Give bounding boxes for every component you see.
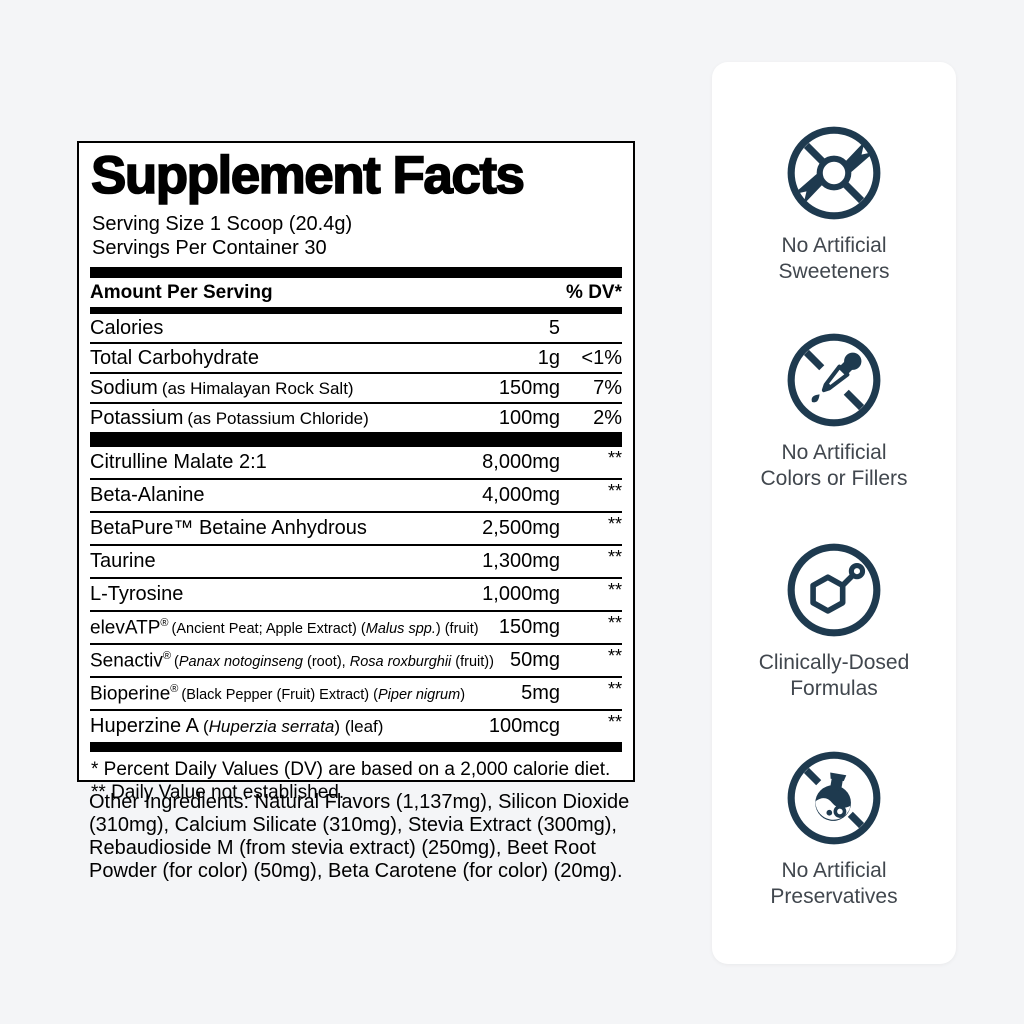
no-artificial-colors-icon	[787, 333, 881, 427]
nutrient-name: Sodium	[90, 376, 158, 399]
footnotes: * Percent Daily Values (DV) are based on…	[90, 752, 622, 804]
nutrient-source: (as Himalayan Rock Salt)	[161, 378, 354, 398]
badge-caption-line: No Artificial	[781, 859, 887, 882]
nutrient-dv: 7%	[593, 376, 622, 399]
ingredient-dv: **	[607, 646, 622, 667]
nutrient-name: Total Carbohydrate	[90, 346, 259, 369]
nutrient-name: Potassium	[90, 406, 184, 429]
table-row: BetaPure™ Betaine Anhydrous 2,500mg **	[90, 513, 622, 547]
not-established-footnote: ** Daily Value not established.	[91, 782, 345, 804]
registered-mark: ®	[170, 682, 179, 695]
ingredient-amount: 150mg	[498, 616, 560, 639]
divider-bar	[90, 307, 622, 315]
nutrient-amount: 100mg	[498, 406, 560, 429]
feature-badges-card: No Artificial Sweeteners No Artificial	[712, 62, 956, 964]
ingredient-name: Beta-Alanine	[90, 484, 205, 507]
table-row: Huperzine A (Huperzia serrata) (leaf) 100…	[90, 711, 622, 742]
percent-dv-header: % DV*	[566, 282, 622, 304]
table-row: Beta-Alanine 4,000mg **	[90, 480, 622, 514]
table-row: elevATP® (Ancient Peat; Apple Extract) (M…	[90, 612, 622, 646]
ingredient-name: elevATP	[90, 617, 161, 639]
ingredient-amount: 100mcg	[488, 715, 560, 738]
supplement-facts-panel: Supplement Facts Serving Size 1 Scoop (2…	[77, 141, 635, 803]
ingredient-name: Citrulline Malate 2:1	[90, 451, 267, 474]
badge-caption-line: No Artificial	[781, 441, 887, 464]
nutrient-name: Calories	[90, 316, 164, 339]
divider-bar	[90, 267, 622, 279]
ingredient-source: (Huperzia serrata) (leaf)	[202, 717, 384, 737]
badge-no-artificial-sweeteners: No Artificial Sweeteners	[712, 122, 956, 285]
supplement-facts-title: Supplement Facts	[90, 146, 526, 205]
table-row: L-Tyrosine 1,000mg **	[90, 579, 622, 613]
ingredient-name: Taurine	[90, 550, 156, 573]
nutrient-rows-group: Calories 5 Total Carbohydrate 1g <1% Sod…	[90, 314, 622, 432]
ingredient-source: (Panax notoginseng (root), Rosa roxburgh…	[173, 654, 494, 671]
nutrient-dv: <1%	[581, 346, 622, 369]
badge-caption-line: No Artificial	[781, 234, 887, 257]
ingredient-amount: 8,000mg	[482, 451, 560, 474]
active-ingredient-rows-group: Citrulline Malate 2:1 8,000mg ** Beta-Al…	[90, 447, 622, 742]
table-row: Citrulline Malate 2:1 8,000mg **	[90, 447, 622, 481]
table-row: Senactiv® (Panax notoginseng (root), Rosa…	[90, 645, 622, 679]
table-row: Taurine 1,300mg **	[90, 546, 622, 580]
table-column-header: Amount Per Serving % DV*	[90, 278, 622, 307]
ingredient-amount: 4,000mg	[482, 484, 560, 507]
ingredient-name: Senactiv	[90, 650, 163, 672]
nutrient-amount: 1g	[537, 346, 560, 369]
ingredient-amount: 50mg	[509, 649, 560, 672]
nutrient-source: (as Potassium Chloride)	[187, 408, 369, 428]
divider-bar	[90, 742, 622, 753]
divider-bar	[90, 432, 622, 448]
ingredient-amount: 5mg	[521, 682, 560, 705]
ingredient-dv: **	[607, 448, 622, 469]
badge-caption-line: Formulas	[790, 677, 878, 700]
badge-caption-line: Sweeteners	[778, 260, 890, 283]
ingredient-amount: 1,000mg	[482, 583, 560, 606]
registered-mark: ®	[160, 616, 169, 629]
table-row: Sodium (as Himalayan Rock Salt) 150mg 7%	[90, 374, 622, 405]
ingredient-dv: **	[607, 712, 622, 733]
ingredient-dv: **	[607, 481, 622, 502]
table-row: Calories 5	[90, 314, 622, 345]
ingredient-dv: **	[607, 679, 622, 700]
ingredient-name: BetaPure™ Betaine Anhydrous	[90, 517, 367, 540]
clinically-dosed-icon	[787, 543, 881, 637]
nutrient-amount: 150mg	[498, 376, 560, 399]
ingredient-name: L-Tyrosine	[90, 583, 184, 606]
badge-no-artificial-colors: No Artificial Colors or Fillers	[712, 329, 956, 492]
ingredient-dv: **	[607, 547, 622, 568]
table-row: Potassium (as Potassium Chloride) 100mg 2…	[90, 404, 622, 432]
dv-footnote: * Percent Daily Values (DV) are based on…	[91, 759, 611, 781]
badge-caption-line: Clinically-Dosed	[758, 651, 910, 674]
ingredient-dv: **	[607, 580, 622, 601]
badge-caption-line: Colors or Fillers	[760, 467, 908, 490]
badge-caption-line: Preservatives	[770, 885, 898, 908]
badge-no-artificial-preservatives: No Artificial Preservatives	[712, 747, 956, 910]
ingredient-source: (Black Pepper (Fruit) Extract) (Piper ni…	[181, 687, 466, 704]
no-artificial-preservatives-icon	[787, 751, 881, 845]
ingredient-source: (Ancient Peat; Apple Extract) (Malus spp…	[171, 621, 479, 638]
nutrient-amount: 5	[548, 316, 560, 339]
nutrient-dv: 2%	[593, 406, 622, 429]
ingredient-amount: 2,500mg	[482, 517, 560, 540]
ingredient-dv: **	[607, 514, 622, 535]
table-row: Bioperine® (Black Pepper (Fruit) Extract)…	[90, 678, 622, 712]
ingredient-name: Bioperine	[90, 683, 171, 705]
ingredient-amount: 1,300mg	[482, 550, 560, 573]
serving-size: Serving Size 1 Scoop (20.4g)	[92, 213, 353, 236]
ingredient-dv: **	[607, 613, 622, 634]
no-artificial-sweeteners-icon	[787, 126, 881, 220]
registered-mark: ®	[162, 649, 171, 662]
table-row: Total Carbohydrate 1g <1%	[90, 344, 622, 375]
badge-clinically-dosed: Clinically-Dosed Formulas	[712, 539, 956, 702]
amount-per-serving-header: Amount Per Serving	[90, 282, 273, 304]
other-ingredients-text: Other Ingredients: Natural Flavors (1,13…	[89, 791, 630, 882]
ingredient-name: Huperzine A	[90, 715, 199, 738]
servings-per-container: Servings Per Container 30	[92, 237, 327, 260]
